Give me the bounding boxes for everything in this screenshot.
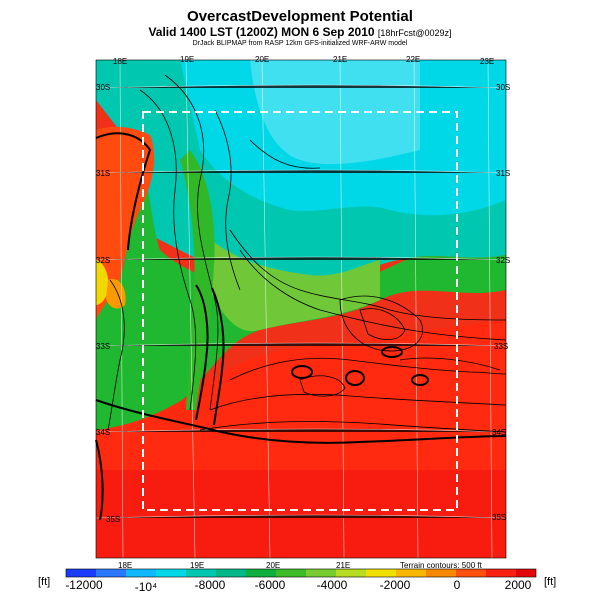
colorbar-tick: -2000 — [379, 578, 411, 592]
colorbar-tick: -8000 — [194, 578, 226, 592]
lon-label-bottom: 18E — [118, 561, 133, 570]
colorbar-unit-right: [ft] — [544, 576, 557, 588]
lat-label-left: 33S — [96, 342, 111, 351]
colorbar — [65, 568, 537, 578]
lat-label-right: 35S — [492, 513, 507, 522]
lat-label-left: 35S — [106, 515, 121, 524]
colorbar-tick: -6000 — [254, 578, 286, 592]
lon-label-top: 18E — [113, 57, 128, 66]
inner-domain-box — [142, 111, 458, 511]
lat-lon-grid — [95, 59, 507, 559]
lat-label-right: 34S — [492, 428, 507, 437]
colorbar-unit-left: [ft] — [38, 576, 51, 588]
lat-label-left: 34S — [96, 428, 111, 437]
map-credit: DrJack BLIPMAP from RASP 12km GFS-initia… — [192, 40, 408, 47]
lon-label-bottom: 19E — [190, 561, 205, 570]
map-title: OvercastDevelopment Potential — [187, 8, 413, 25]
map-subtitle: Valid 1400 LST (1200Z) MON 6 Sep 2010 [1… — [0, 25, 600, 39]
lon-label-bottom: 21E — [336, 561, 351, 570]
colorbar-tick: -4000 — [316, 578, 348, 592]
lat-label-right: 33S — [494, 342, 509, 351]
lat-label-left: 31S — [96, 169, 111, 178]
lon-label-top: 20E — [255, 55, 270, 64]
lon-label-top: 23E — [480, 57, 495, 66]
lat-label-right: 32S — [496, 256, 511, 265]
lon-label-top: 19E — [180, 55, 195, 64]
map-background — [96, 60, 506, 558]
lat-label-right: 31S — [496, 169, 511, 178]
lat-label-left: 30S — [96, 83, 111, 92]
lon-label-top: 22E — [406, 55, 421, 64]
overcast-contours — [95, 132, 507, 521]
lat-label-right: 30S — [496, 83, 511, 92]
colorbar-tick: 2000 — [504, 578, 532, 592]
lon-label-bottom: 20E — [266, 561, 281, 570]
forecast-time: [18hrFcst@0029z] — [377, 28, 452, 38]
colorbar-tick: -10⁴ — [134, 580, 158, 594]
map-frame — [95, 59, 507, 559]
colorbar-tick: -12000 — [65, 578, 103, 592]
terrain-contour-note: Terrain contours: 500 ft — [400, 561, 482, 570]
lat-label-left: 32S — [96, 256, 111, 265]
valid-time: Valid 1400 LST (1200Z) MON 6 Sep 2010 — [148, 25, 375, 39]
lon-label-top: 21E — [333, 55, 348, 64]
colorbar-tick: 0 — [453, 578, 461, 592]
